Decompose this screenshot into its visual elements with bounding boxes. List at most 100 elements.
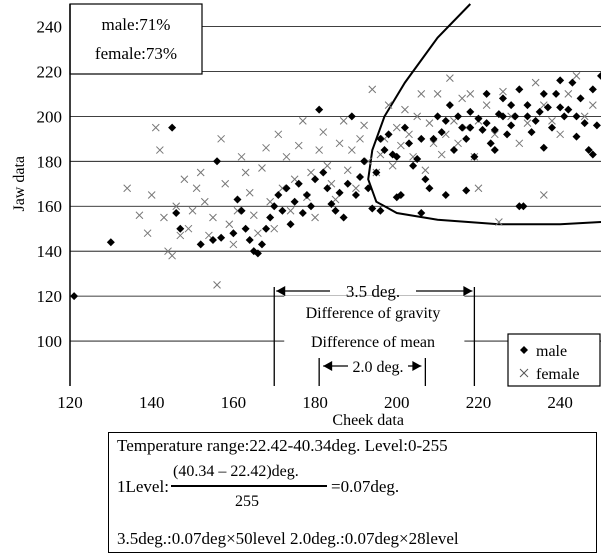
mean-label: Difference of mean	[311, 334, 435, 351]
male-point	[266, 213, 275, 222]
male-point	[433, 112, 442, 121]
female-point	[388, 161, 397, 170]
female-point	[209, 213, 217, 222]
female-point	[564, 90, 573, 98]
female-point	[474, 184, 483, 193]
decision-boundary	[367, 3, 601, 226]
male-point	[556, 76, 565, 85]
y-tick-label: 200	[37, 107, 63, 126]
male-point	[331, 206, 340, 215]
female-point	[454, 139, 462, 148]
male-point	[372, 168, 381, 177]
male-point	[490, 146, 499, 155]
male-point	[584, 146, 593, 155]
male-point	[466, 123, 475, 132]
male-point	[597, 71, 601, 80]
female-point	[384, 101, 393, 109]
rate-label: female:73%	[95, 44, 177, 63]
female-point	[360, 121, 368, 130]
female-point	[588, 101, 597, 109]
female-point	[184, 224, 193, 233]
male-point	[286, 220, 295, 229]
arrowhead-right	[463, 286, 473, 296]
male-point	[564, 105, 573, 114]
male-point	[458, 123, 467, 132]
y-tick-label: 140	[37, 242, 63, 261]
axes: 100 120 140 160 180 200 220 240 120 140 160 180 200 2…	[11, 4, 573, 429]
male-point	[380, 146, 389, 155]
male-point	[556, 103, 565, 112]
male-point	[503, 130, 512, 139]
male-point	[515, 85, 524, 94]
female-point	[298, 116, 307, 125]
female-point	[572, 72, 581, 80]
fraction-denominator: 255	[235, 493, 259, 510]
male-point	[523, 101, 532, 110]
male-point	[278, 206, 287, 215]
male-point	[441, 116, 450, 125]
mean-arrowhead-right	[412, 361, 422, 371]
female-point	[495, 218, 503, 226]
female-point	[315, 146, 324, 154]
male-point	[507, 101, 516, 110]
x-axis-label: Cheek data	[332, 412, 404, 429]
male-point	[294, 179, 303, 188]
arrowhead-left	[276, 286, 286, 296]
male-point	[543, 103, 552, 112]
male-point	[302, 191, 311, 199]
male-point	[539, 143, 548, 152]
male-point	[213, 157, 222, 166]
female-point	[437, 150, 446, 159]
female-point	[217, 134, 225, 143]
female-point	[580, 112, 589, 121]
male-point	[454, 112, 463, 121]
female-point	[364, 157, 373, 166]
male-point	[511, 112, 520, 121]
female-point	[446, 74, 454, 83]
mean-value-backdrop	[348, 357, 408, 375]
male-point	[413, 155, 422, 164]
female-point	[278, 184, 287, 193]
male-point	[474, 114, 483, 123]
female-point	[258, 164, 266, 172]
male-point	[429, 134, 438, 143]
male-point	[282, 184, 291, 193]
female-point	[176, 231, 185, 240]
male-point	[392, 152, 401, 161]
male-point	[335, 188, 344, 197]
male-point	[364, 184, 373, 193]
male-point	[376, 134, 385, 143]
female-point	[123, 184, 132, 193]
female-point	[233, 206, 242, 215]
female-point	[294, 141, 303, 150]
scatter-chart: male:71% female:73% 3.5 deg. Difference of …	[11, 3, 601, 429]
female-point	[397, 141, 405, 150]
female-point	[429, 139, 438, 148]
male-point	[70, 292, 79, 301]
female-point	[213, 281, 221, 289]
female-point	[172, 202, 181, 211]
male-point	[527, 128, 536, 137]
male-point	[233, 195, 242, 204]
female-point	[339, 116, 348, 125]
male-point	[478, 125, 487, 134]
temperature-range-text: Temperature range:22.42-40.34deg. Level:…	[117, 436, 448, 455]
y-tick-label: 240	[37, 17, 63, 36]
female-point	[556, 130, 565, 139]
male-point	[470, 152, 479, 161]
male-point	[462, 186, 471, 195]
female-point	[135, 211, 144, 220]
fraction-bar	[171, 485, 327, 487]
female-point	[523, 119, 532, 127]
male-point	[441, 191, 450, 199]
male-point	[507, 121, 516, 130]
female-point	[188, 206, 197, 215]
male-point	[323, 184, 332, 193]
female-point	[237, 152, 246, 161]
calculation-box: Temperature range:22.42-40.34deg. Level:…	[108, 432, 597, 553]
female-point	[490, 130, 499, 139]
male-point	[400, 123, 409, 132]
male-point	[270, 202, 279, 211]
male-point	[356, 173, 365, 182]
female-point	[262, 143, 270, 152]
